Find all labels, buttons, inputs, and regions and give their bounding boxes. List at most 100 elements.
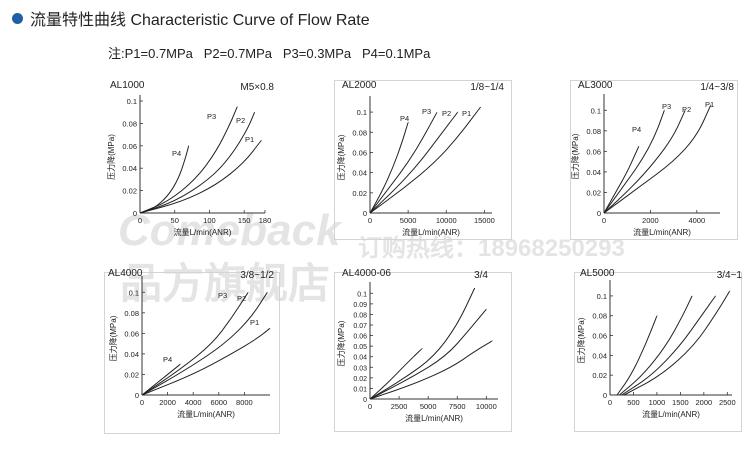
y-tick-label: 0.05 — [353, 344, 367, 351]
chart-al5000-size: 3/4~1 — [716, 270, 742, 281]
x-tick-label: 4000 — [688, 216, 705, 225]
series-label-p1: P1 — [705, 100, 714, 109]
chart-al4000-06-title: AL4000-06 — [342, 268, 391, 279]
series-line-curve-3 — [369, 308, 487, 400]
y-tick-label: 0.02 — [122, 187, 137, 196]
series-line-p4 — [603, 146, 640, 214]
y-tick-label: 0.08 — [353, 312, 367, 319]
chart-al4000-06-size: 3/4 — [474, 270, 488, 281]
series-label-p2: P2 — [442, 109, 451, 118]
y-tick-label: 0 — [133, 209, 137, 218]
x-tick-label: 6000 — [210, 398, 227, 407]
series-line-curve-4 — [623, 290, 731, 396]
x-tick-label: 100 — [203, 216, 216, 225]
chart-al5000-plot: 0 0.02 0.04 0.06 0.08 0.1 0 500 1000 1500 2000 2500… — [574, 272, 742, 432]
x-tick-label: 150 — [238, 216, 251, 225]
series-label-p3: P3 — [207, 112, 216, 121]
series-line-p3 — [603, 109, 665, 214]
chart-al2000-plot: 0 0.02 0.04 0.06 0.08 0.1 0 5000 10000 15000 流量L/m… — [334, 80, 512, 240]
x-tick-label: 50 — [171, 216, 179, 225]
chart-al1000-size: M5×0.8 — [240, 82, 274, 93]
x-tick-label: 2500 — [391, 402, 408, 411]
chart-frame — [104, 272, 280, 434]
x-tick-label: 2000 — [642, 216, 659, 225]
series-line-p1 — [139, 139, 262, 214]
x-tick-label: 15000 — [474, 216, 495, 225]
chart-frame — [570, 80, 738, 240]
series-label-p1: P1 — [462, 109, 471, 118]
series-label-p3: P3 — [218, 291, 227, 300]
y-tick-label: 0.07 — [353, 323, 367, 330]
title-bullet-icon — [12, 13, 23, 24]
series-label-p2: P2 — [236, 116, 245, 125]
x-axis-label: 流量L/min(ANR) — [174, 227, 232, 237]
chart-frame — [574, 272, 742, 432]
y-tick-label: 0.06 — [592, 332, 607, 341]
y-tick-label: 0.1 — [597, 292, 607, 301]
chart-al4000-06: 0 0.01 0.02 0.03 0.04 0.05 0.06 0.07 0.08 0.09 0.1… — [334, 264, 512, 436]
series-label-p2: P2 — [237, 294, 246, 303]
series-line-curve-3 — [621, 295, 717, 396]
series-label-p4: P4 — [400, 114, 409, 123]
series-line-p2 — [603, 109, 686, 214]
series-label-p4: P4 — [172, 149, 181, 158]
series-line-p3 — [141, 291, 249, 396]
series-line-p4 — [369, 121, 409, 214]
x-tick-label: 10000 — [436, 216, 457, 225]
y-axis-label: 压力降(MPa) — [106, 134, 116, 180]
page-title: 流量特性曲线 Characteristic Curve of Flow Rate — [30, 12, 370, 29]
x-tick-label: 4000 — [185, 398, 202, 407]
x-tick-label: 1000 — [649, 398, 666, 407]
x-tick-label: 2500 — [719, 398, 736, 407]
series-line-p3 — [139, 106, 238, 214]
chart-al5000: 0 0.02 0.04 0.06 0.08 0.1 0 500 1000 1500 2000 2500… — [574, 264, 742, 436]
series-line-curve-4 — [369, 340, 493, 400]
chart-al4000-size: 3/8~1/2 — [240, 270, 274, 281]
x-tick-label: 0 — [138, 216, 142, 225]
y-tick-label: 0.1 — [127, 97, 137, 106]
x-tick-label: 2000 — [159, 398, 176, 407]
y-tick-label: 0 — [603, 391, 607, 400]
x-axis-label: 流量L/min(ANR) — [405, 413, 463, 423]
x-tick-label: 500 — [627, 398, 640, 407]
y-tick-label: 0 — [363, 397, 367, 404]
x-tick-label: 10000 — [476, 402, 497, 411]
series-line-curve-2 — [369, 287, 476, 400]
series-line-curve-1 — [369, 347, 423, 400]
y-tick-label: 0.04 — [124, 350, 139, 359]
y-tick-label: 0.1 — [357, 108, 367, 117]
chart-frame — [334, 80, 512, 240]
y-axis-label: 压力降(MPa) — [108, 315, 118, 361]
y-tick-label: 0.08 — [352, 128, 367, 137]
y-tick-label: 0 — [363, 209, 367, 218]
y-tick-label: 0.02 — [352, 189, 367, 198]
chart-al4000-06-plot: 0 0.01 0.02 0.03 0.04 0.05 0.06 0.07 0.08 0.09 0.1… — [334, 272, 512, 432]
y-tick-label: 0.08 — [586, 127, 601, 136]
series-label-p4: P4 — [163, 355, 172, 364]
series-line-p4 — [141, 363, 181, 396]
series-line-curve-1 — [616, 315, 658, 396]
chart-al4000-plot: 0 0.02 0.04 0.06 0.08 0.1 0 2000 4000 6000 8000流量L… — [104, 272, 280, 434]
series-line-p1 — [141, 327, 271, 396]
x-tick-label: 0 — [140, 398, 144, 407]
x-tick-label: 7500 — [449, 402, 466, 411]
pressure-note: 注:P1=0.7MPa P2=0.7MPa P3=0.3MPa P4=0.1MP… — [108, 46, 431, 61]
y-tick-label: 0.02 — [592, 371, 607, 380]
series-label-p1: P1 — [245, 135, 254, 144]
chart-al1000-plot: 0 0.02 0.04 0.06 0.08 0.1 0 50 100 150 180 流量L/min(… — [106, 95, 271, 237]
y-tick-label: 0.08 — [124, 309, 139, 318]
x-tick-label: 1500 — [672, 398, 689, 407]
y-tick-label: 0.06 — [122, 142, 137, 151]
x-axis-label: 流量L/min(ANR) — [177, 409, 235, 419]
series-line-p1 — [603, 104, 712, 214]
chart-al1000: 0 0.02 0.04 0.06 0.08 0.1 0 50 100 150 180 流量L/min(… — [100, 76, 280, 246]
y-tick-label: 0.06 — [352, 148, 367, 157]
x-tick-label: 5000 — [400, 216, 417, 225]
series-label-p3: P3 — [662, 102, 671, 111]
y-tick-label: 0.02 — [124, 370, 139, 379]
y-tick-label: 0 — [135, 391, 139, 400]
chart-al1000-title: AL1000 — [110, 80, 145, 91]
y-tick-label: 0.09 — [353, 302, 367, 309]
y-axis-label: 压力降(MPa) — [576, 317, 586, 363]
chart-al3000-plot: 0 0.02 0.04 0.06 0.08 0.1 0 2000 4000 流量L/min(ANR… — [570, 80, 738, 240]
